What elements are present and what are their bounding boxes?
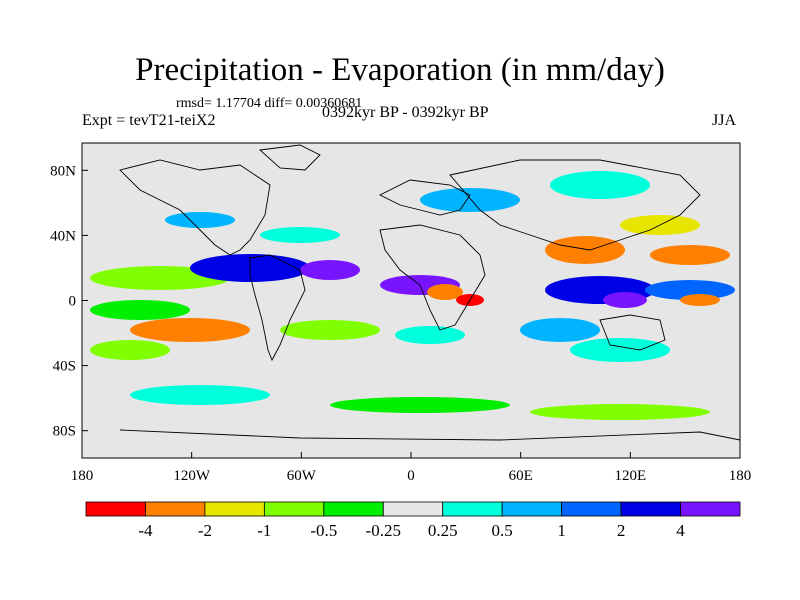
colorbar-swatch	[620, 501, 681, 517]
precip-evap-field	[90, 171, 735, 420]
lon-label: 180	[729, 468, 752, 484]
colorbar-label: -0.5	[310, 521, 337, 540]
lat-label: 80N	[50, 163, 76, 179]
colorbar-label: -4	[138, 521, 153, 540]
coastlines	[119, 144, 740, 441]
colorbar-label: -2	[198, 521, 212, 540]
colorbar-swatch	[263, 501, 325, 517]
lon-label: 0	[407, 468, 415, 484]
colorbar-swatch	[442, 501, 503, 517]
colorbar: -4 -2 -1 -0.5 -0.25 0.25 0.5 1 2 4	[85, 501, 741, 540]
colorbar-label: -1	[257, 521, 271, 540]
colorbar-label: 1	[557, 521, 566, 540]
colorbar-label: 4	[676, 521, 685, 540]
lon-label: 60E	[509, 468, 533, 484]
colorbar-label: 0.25	[428, 521, 458, 540]
map-axes: 80N 40N 0 40S 80S 180 120W 60W 0 60E 120E 180	[50, 163, 751, 484]
rmsd-diff-stats: rmsd= 1.17704 diff= 0.00360681	[176, 96, 363, 111]
colorbar-label: 2	[617, 521, 626, 540]
colorbar-swatch	[501, 501, 563, 517]
lat-label: 80S	[53, 424, 76, 440]
colorbar-label: -0.25	[366, 521, 401, 540]
lat-label: 0	[69, 294, 77, 310]
colorbar-swatch	[145, 501, 206, 517]
lat-label: 40S	[53, 359, 76, 375]
lat-label: 40N	[50, 228, 76, 244]
colorbar-swatch	[680, 501, 741, 517]
plot-title: Precipitation - Evaporation (in mm/day)	[135, 52, 665, 88]
colorbar-swatch	[561, 501, 622, 517]
lon-label: 120W	[173, 468, 211, 484]
season-label: JJA	[712, 112, 737, 129]
colorbar-swatch	[85, 501, 146, 517]
lon-label: 120E	[614, 468, 646, 484]
lon-label: 180	[71, 468, 94, 484]
lon-label: 60W	[287, 468, 317, 484]
period-label: 0392kyr BP - 0392kyr BP	[322, 104, 489, 121]
colorbar-swatch	[323, 501, 384, 517]
colorbar-swatch	[382, 501, 444, 517]
experiment-label: Expt = tevT21-teiX2	[82, 112, 216, 129]
colorbar-label: 0.5	[492, 521, 513, 540]
colorbar-swatch	[204, 501, 265, 517]
